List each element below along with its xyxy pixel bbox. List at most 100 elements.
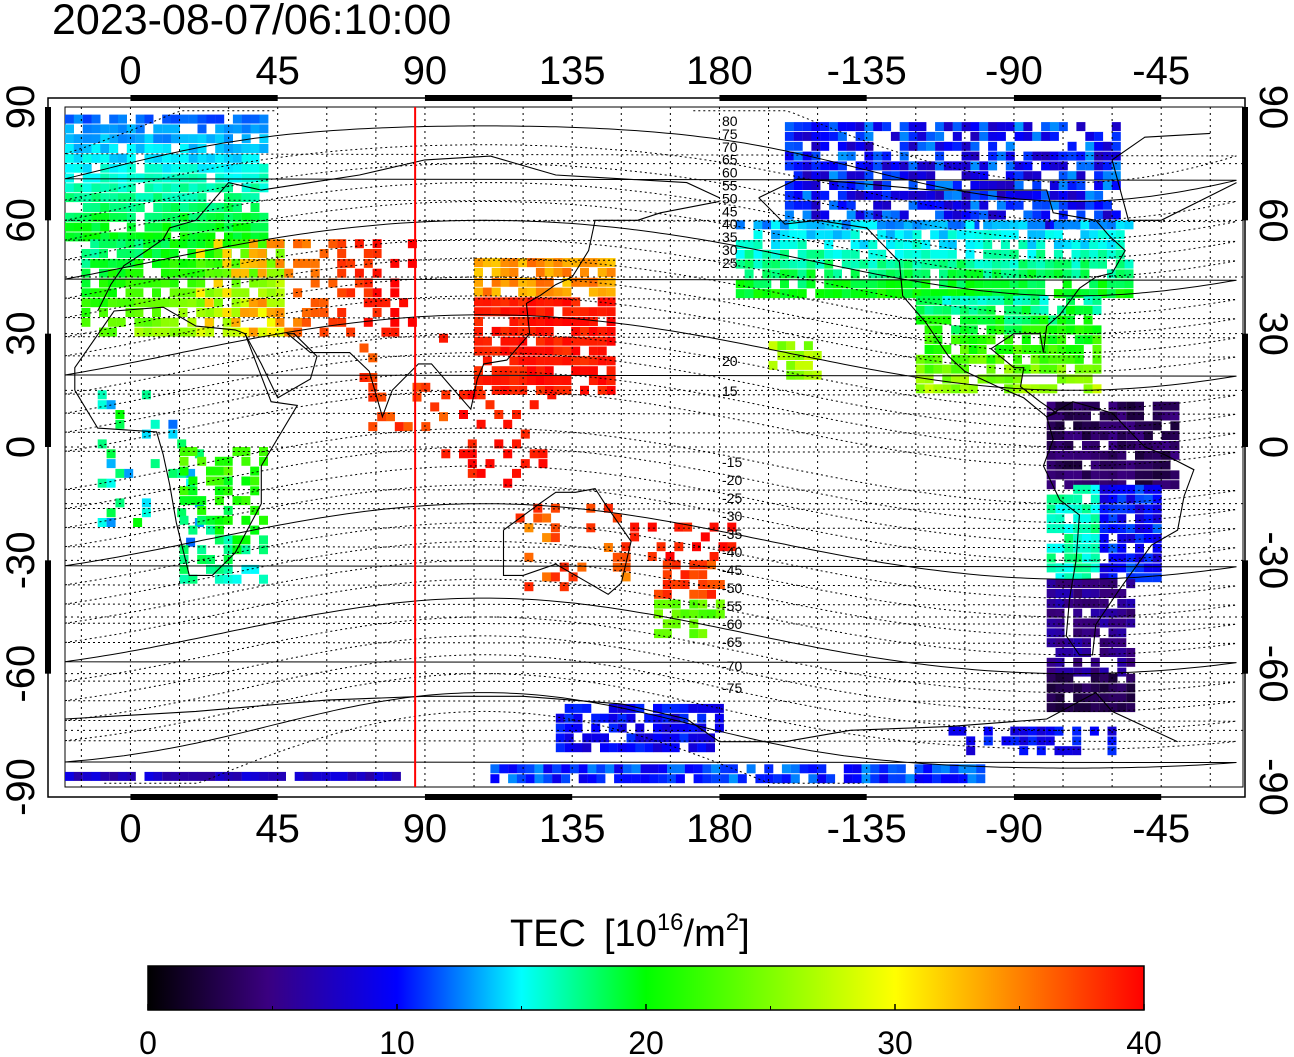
tec-cell	[841, 249, 851, 259]
tec-cell	[1073, 579, 1083, 589]
tec-cell	[1117, 553, 1127, 563]
tec-cell	[626, 703, 636, 713]
tec-cell	[224, 144, 233, 153]
tec-cell	[784, 210, 794, 220]
tec-cell	[1102, 181, 1112, 190]
tec-cell	[538, 459, 548, 469]
tec-cell	[197, 203, 207, 212]
tec-cell	[580, 317, 589, 326]
tec-cell	[162, 771, 172, 781]
tec-cell	[935, 131, 945, 141]
tec-cell	[1082, 533, 1091, 543]
tec-cell	[1082, 553, 1091, 563]
tec-cell	[1080, 220, 1090, 230]
tec-cell	[1048, 354, 1058, 364]
bottom-longitude-labels: 0 45 90 135 180 -135 -90 -45	[119, 807, 1190, 851]
border-segment	[1242, 333, 1248, 447]
tec-cell	[976, 774, 986, 784]
tec-cell	[943, 141, 953, 151]
tec-cell	[762, 279, 772, 289]
tec-cell	[116, 278, 126, 288]
tec-cell	[899, 171, 909, 181]
tec-cell	[820, 122, 830, 132]
tec-cell	[915, 374, 925, 384]
tec-cell	[1039, 295, 1049, 305]
tec-cell	[135, 124, 145, 134]
tec-cell	[899, 210, 909, 220]
right-lat-label: -60	[1251, 645, 1294, 703]
tec-cell	[644, 743, 654, 753]
tec-cell	[259, 222, 269, 232]
tec-cell	[1055, 667, 1065, 677]
tec-cell	[1094, 181, 1104, 190]
tec-cell	[983, 230, 993, 240]
tec-cell	[662, 589, 672, 599]
tec-cell	[707, 560, 716, 570]
tec-cell	[162, 193, 172, 203]
tec-cell	[562, 267, 572, 277]
tec-cell	[877, 249, 887, 259]
tec-cell	[197, 183, 207, 193]
tec-cell	[508, 774, 518, 784]
tec-cell	[258, 288, 268, 298]
tec-cell	[698, 570, 708, 580]
tec-cell	[197, 555, 207, 564]
tec-cell	[868, 259, 878, 269]
tec-cell	[134, 249, 144, 258]
coastline	[1042, 401, 1195, 656]
tec-cell	[1013, 295, 1022, 305]
tec-cell	[1019, 746, 1029, 756]
tec-cell	[535, 277, 545, 287]
tec-cell	[1027, 230, 1037, 240]
tec-cell	[905, 774, 915, 784]
tec-cell	[1073, 480, 1083, 490]
tec-cell	[597, 297, 607, 307]
tec-cell	[65, 144, 74, 153]
tec-cell	[970, 141, 980, 151]
tec-cell	[780, 220, 789, 230]
tec-cell	[482, 287, 492, 297]
tec-cell	[421, 422, 431, 432]
tec-cell	[535, 297, 545, 307]
tec-cell	[482, 356, 492, 366]
tec-cell	[518, 297, 528, 307]
tec-cell	[407, 239, 417, 249]
tec-cell	[232, 212, 242, 222]
tec-cell	[553, 376, 563, 385]
tec-cell	[1099, 638, 1109, 648]
tec-cell	[1005, 171, 1015, 181]
tec-cell	[850, 279, 860, 289]
tec-cell	[1045, 726, 1055, 736]
tec-cell	[841, 289, 851, 299]
tec-cell	[1021, 295, 1031, 305]
tec-cell	[597, 267, 607, 277]
tec-cell	[882, 122, 892, 132]
tec-cell	[97, 400, 107, 410]
tec-cell	[1099, 667, 1109, 677]
border-segment	[1242, 560, 1248, 674]
tec-cell	[829, 171, 839, 181]
tec-cell	[711, 774, 721, 784]
tec-cell	[240, 288, 250, 298]
tec-cell	[1041, 220, 1051, 230]
tec-cell	[1170, 401, 1180, 411]
tec-cell	[1083, 295, 1093, 305]
tec-cell	[562, 277, 572, 287]
tec-cell	[714, 723, 724, 733]
tec-cell	[1018, 220, 1028, 230]
tec-cell	[597, 326, 607, 336]
tec-cell	[970, 161, 980, 171]
tec-cell	[520, 429, 530, 439]
tec-cell	[241, 173, 251, 183]
tec-cell	[1046, 589, 1056, 598]
tec-cell	[924, 335, 934, 345]
tec-cell	[802, 181, 812, 190]
mag-contour	[65, 144, 1237, 221]
tec-cell	[912, 259, 922, 269]
tec-cell	[240, 327, 250, 337]
tec-cell	[890, 131, 900, 141]
tec-cell	[706, 733, 715, 743]
tec-cell	[134, 298, 144, 308]
mag-contour	[65, 522, 1237, 599]
tec-cell	[951, 374, 961, 384]
